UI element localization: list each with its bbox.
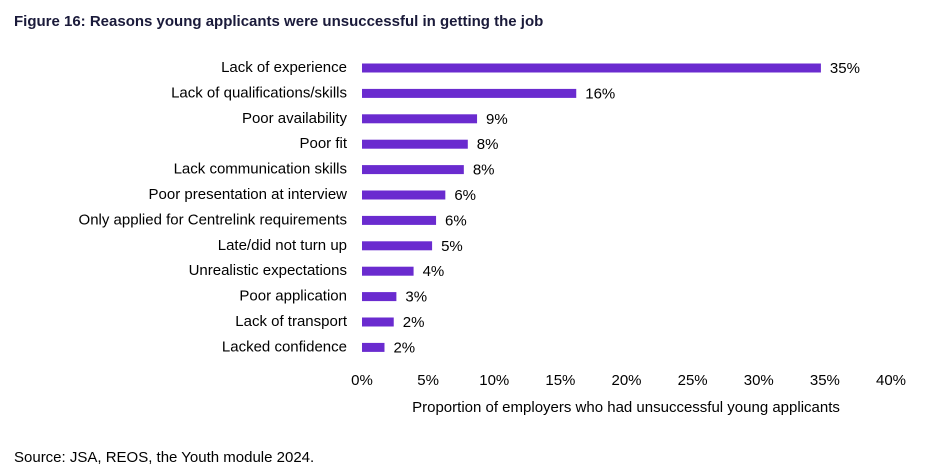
y-tick-label: Lack communication skills <box>174 161 347 178</box>
x-tick-label: 20% <box>611 372 641 389</box>
bar <box>362 88 577 98</box>
value-label: 3% <box>405 289 427 306</box>
x-tick-label: 30% <box>744 372 774 389</box>
bar <box>362 114 478 124</box>
x-tick-label: 40% <box>876 372 906 389</box>
value-label: 16% <box>585 85 615 102</box>
x-axis-title: Proportion of employers who had unsucces… <box>412 399 840 416</box>
value-label: 6% <box>454 187 476 204</box>
y-tick-label: Unrealistic expectations <box>189 262 347 279</box>
y-tick-label: Poor availability <box>242 110 348 127</box>
value-label: 2% <box>403 314 425 331</box>
y-tick-label: Poor presentation at interview <box>149 186 348 203</box>
chart-title: Figure 16: Reasons young applicants were… <box>14 13 543 30</box>
y-tick-label: Late/did not turn up <box>218 237 347 254</box>
value-label: 5% <box>441 238 463 255</box>
value-label: 2% <box>393 339 415 356</box>
y-tick-label: Lack of transport <box>235 313 348 330</box>
value-label: 9% <box>486 111 508 128</box>
value-label: 8% <box>473 162 495 179</box>
x-tick-label: 10% <box>479 372 509 389</box>
y-tick-label: Lack of qualifications/skills <box>171 84 347 101</box>
source-note: Source: JSA, REOS, the Youth module 2024… <box>14 449 314 466</box>
y-tick-label: Only applied for Centrelink requirements <box>79 211 347 228</box>
x-tick-label: 15% <box>545 372 575 389</box>
bar <box>362 317 394 327</box>
bar <box>362 266 414 276</box>
bar <box>362 342 385 352</box>
bar <box>362 292 397 302</box>
value-label: 35% <box>830 60 860 77</box>
bar <box>362 63 821 73</box>
x-tick-label: 35% <box>810 372 840 389</box>
value-label: 8% <box>477 136 499 153</box>
x-tick-label: 5% <box>417 372 439 389</box>
bar <box>362 190 446 200</box>
x-tick-label: 0% <box>351 372 373 389</box>
x-tick-label: 25% <box>678 372 708 389</box>
bar <box>362 165 464 175</box>
y-tick-label: Lack of experience <box>221 59 347 76</box>
value-label: 4% <box>423 263 445 280</box>
y-tick-label: Poor application <box>239 288 347 305</box>
y-tick-label: Lacked confidence <box>222 338 347 355</box>
bar <box>362 241 433 251</box>
y-tick-label: Poor fit <box>299 135 347 152</box>
bar <box>362 139 468 149</box>
value-label: 6% <box>445 212 467 229</box>
bar <box>362 215 437 225</box>
